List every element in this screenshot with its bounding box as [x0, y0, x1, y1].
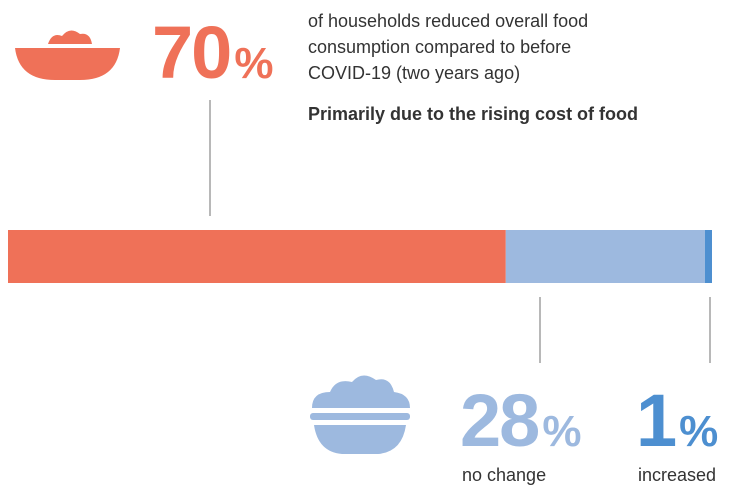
description-line: COVID-19 (two years ago): [308, 63, 520, 83]
bowl-icon: [15, 30, 120, 80]
cloud-bowl-icon: [310, 375, 410, 454]
value-label: 70%: [152, 11, 272, 94]
note: Primarily due to the rising cost of food: [308, 104, 638, 124]
description-line: of households reduced overall food: [308, 11, 588, 31]
description-line: consumption compared to before: [308, 37, 571, 57]
value-label: 28%: [460, 379, 580, 462]
segment-label: no change: [462, 465, 546, 485]
bar-segment: [8, 230, 506, 283]
bar-segment: [704, 230, 712, 283]
bar-segment: [505, 230, 705, 283]
value-label: 1%: [636, 379, 717, 462]
segment-label: increased: [638, 465, 716, 485]
